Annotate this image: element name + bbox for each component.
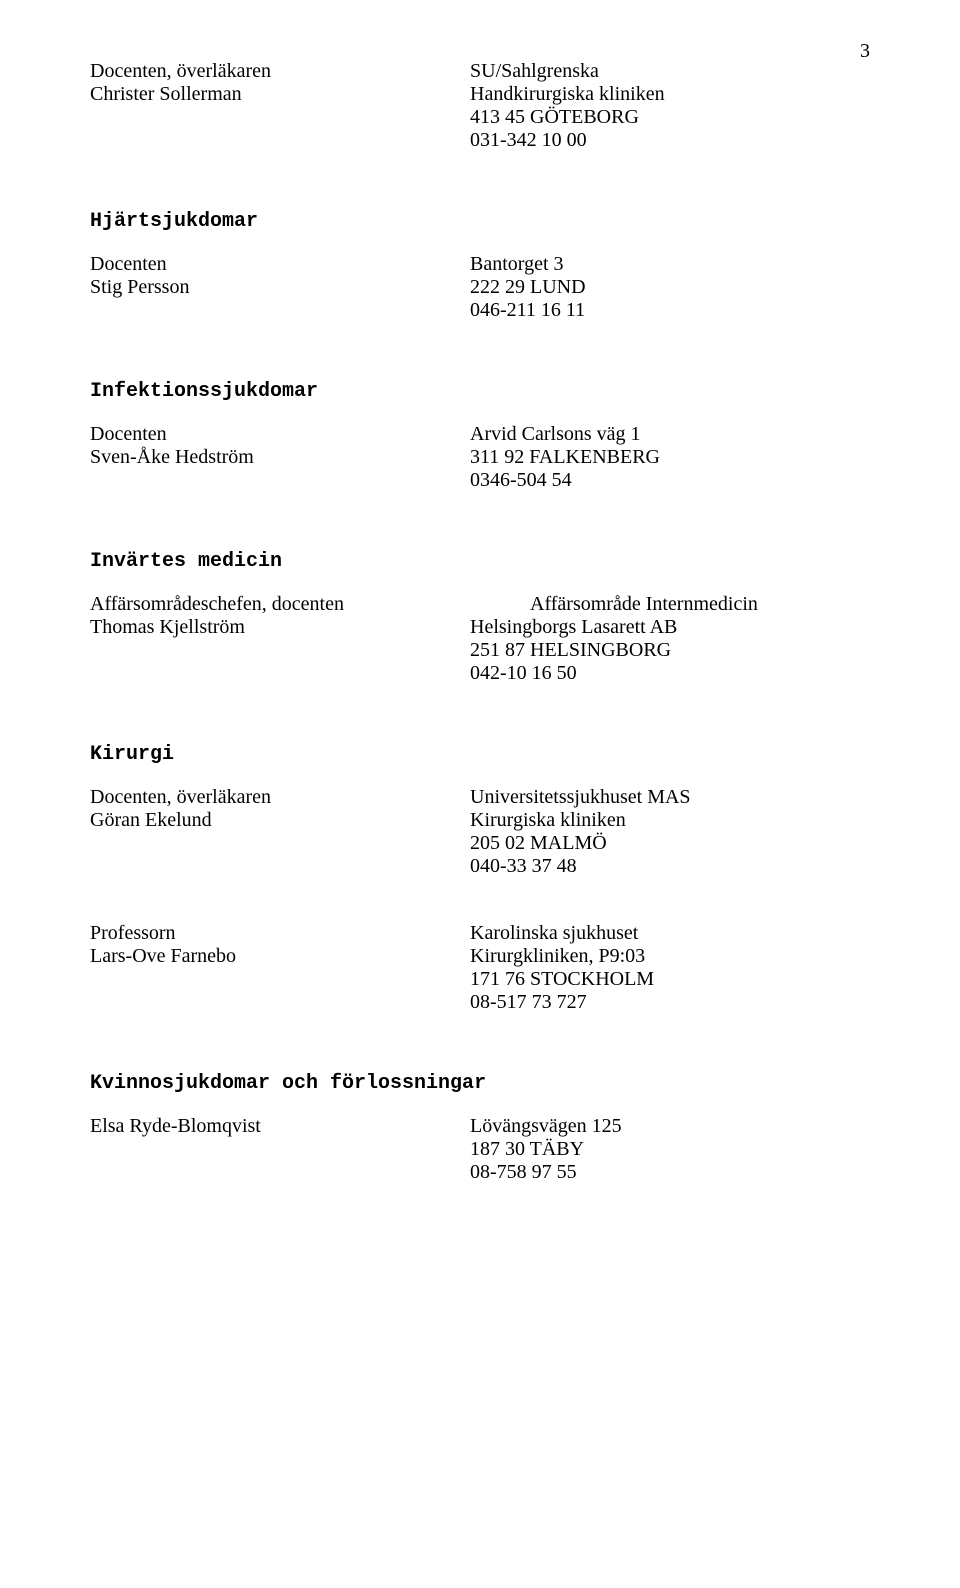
right-cell: 171 76 STOCKHOLM — [470, 968, 870, 991]
left-cell — [90, 129, 470, 152]
right-cell: Bantorget 3 — [470, 253, 870, 276]
right-cell: Kirurgkliniken, P9:03 — [470, 945, 870, 968]
left-cell — [90, 832, 470, 855]
text-line: Elsa Ryde-BlomqvistLövängsvägen 125 — [90, 1115, 870, 1138]
hjartsjukdomar-block-heading: Hjärtsjukdomar — [90, 210, 870, 233]
text-line: Docenten, överläkarenUniversitetssjukhus… — [90, 786, 870, 809]
right-cell: Universitetssjukhuset MAS — [470, 786, 870, 809]
kirurgi-block-heading: Kirurgi — [90, 743, 870, 766]
left-cell — [90, 106, 470, 129]
left-cell: Thomas Kjellström — [90, 616, 470, 639]
right-cell: 08-758 97 55 — [470, 1161, 870, 1184]
left-cell: Docenten — [90, 253, 470, 276]
left-cell: Professorn — [90, 922, 470, 945]
right-cell: SU/Sahlgrenska — [470, 60, 870, 83]
left-cell — [90, 469, 470, 492]
text-line: Göran EkelundKirurgiska kliniken — [90, 809, 870, 832]
right-cell: 311 92 FALKENBERG — [470, 446, 870, 469]
left-cell — [90, 299, 470, 322]
right-cell: 040-33 37 48 — [470, 855, 870, 878]
left-cell — [90, 662, 470, 685]
text-line: 251 87 HELSINGBORG — [90, 639, 870, 662]
right-cell: Lövängsvägen 125 — [470, 1115, 870, 1138]
text-line: 205 02 MALMÖ — [90, 832, 870, 855]
text-line: Docenten, överläkarenSU/Sahlgrenska — [90, 60, 870, 83]
left-cell: Docenten, överläkaren — [90, 786, 470, 809]
left-cell — [90, 1138, 470, 1161]
text-line: Christer SollermanHandkirurgiska klinike… — [90, 83, 870, 106]
text-line: 08-517 73 727 — [90, 991, 870, 1014]
text-line: 08-758 97 55 — [90, 1161, 870, 1184]
left-cell: Docenten, överläkaren — [90, 60, 470, 83]
left-cell — [90, 991, 470, 1014]
text-line: Sven-Åke Hedström311 92 FALKENBERG — [90, 446, 870, 469]
text-line: 171 76 STOCKHOLM — [90, 968, 870, 991]
left-cell — [90, 639, 470, 662]
text-line: 046-211 16 11 — [90, 299, 870, 322]
document-body: Docenten, överläkarenSU/SahlgrenskaChris… — [90, 60, 870, 1184]
right-cell: Affärsområde Internmedicin — [530, 593, 870, 616]
invartes-medicin-block-heading: Invärtes medicin — [90, 550, 870, 573]
left-cell: Docenten — [90, 423, 470, 446]
right-cell: 031-342 10 00 — [470, 129, 870, 152]
text-line: 0346-504 54 — [90, 469, 870, 492]
right-cell: Handkirurgiska kliniken — [470, 83, 870, 106]
infektionssjukdomar-block-heading: Infektionssjukdomar — [90, 380, 870, 403]
right-cell: Kirurgiska kliniken — [470, 809, 870, 832]
right-cell: 187 30 TÄBY — [470, 1138, 870, 1161]
right-cell: Karolinska sjukhuset — [470, 922, 870, 945]
left-cell — [90, 1161, 470, 1184]
left-cell: Elsa Ryde-Blomqvist — [90, 1115, 470, 1138]
text-line: 413 45 GÖTEBORG — [90, 106, 870, 129]
right-cell: 0346-504 54 — [470, 469, 870, 492]
text-line: 031-342 10 00 — [90, 129, 870, 152]
text-line: DocentenBantorget 3 — [90, 253, 870, 276]
page-number: 3 — [860, 40, 870, 63]
right-cell: 08-517 73 727 — [470, 991, 870, 1014]
left-cell: Lars-Ove Farnebo — [90, 945, 470, 968]
text-line: DocentenArvid Carlsons väg 1 — [90, 423, 870, 446]
left-cell: Sven-Åke Hedström — [90, 446, 470, 469]
right-cell: 042-10 16 50 — [470, 662, 870, 685]
right-cell: 251 87 HELSINGBORG — [470, 639, 870, 662]
left-cell — [90, 855, 470, 878]
right-cell: 046-211 16 11 — [470, 299, 870, 322]
right-cell: Helsingborgs Lasarett AB — [470, 616, 870, 639]
text-line: Affärsområdeschefen, docentenAffärsområd… — [90, 593, 870, 616]
left-cell: Stig Persson — [90, 276, 470, 299]
text-line: 042-10 16 50 — [90, 662, 870, 685]
left-cell: Christer Sollerman — [90, 83, 470, 106]
text-line: 040-33 37 48 — [90, 855, 870, 878]
right-cell: Arvid Carlsons väg 1 — [470, 423, 870, 446]
left-cell: Affärsområdeschefen, docenten — [90, 593, 530, 616]
text-line: Stig Persson222 29 LUND — [90, 276, 870, 299]
text-line: Thomas KjellströmHelsingborgs Lasarett A… — [90, 616, 870, 639]
text-line: 187 30 TÄBY — [90, 1138, 870, 1161]
kvinnosjukdomar-block-heading: Kvinnosjukdomar och förlossningar — [90, 1072, 870, 1095]
left-cell — [90, 968, 470, 991]
right-cell: 222 29 LUND — [470, 276, 870, 299]
right-cell: 413 45 GÖTEBORG — [470, 106, 870, 129]
text-line: ProfessornKarolinska sjukhuset — [90, 922, 870, 945]
text-line: Lars-Ove FarneboKirurgkliniken, P9:03 — [90, 945, 870, 968]
right-cell: 205 02 MALMÖ — [470, 832, 870, 855]
left-cell: Göran Ekelund — [90, 809, 470, 832]
